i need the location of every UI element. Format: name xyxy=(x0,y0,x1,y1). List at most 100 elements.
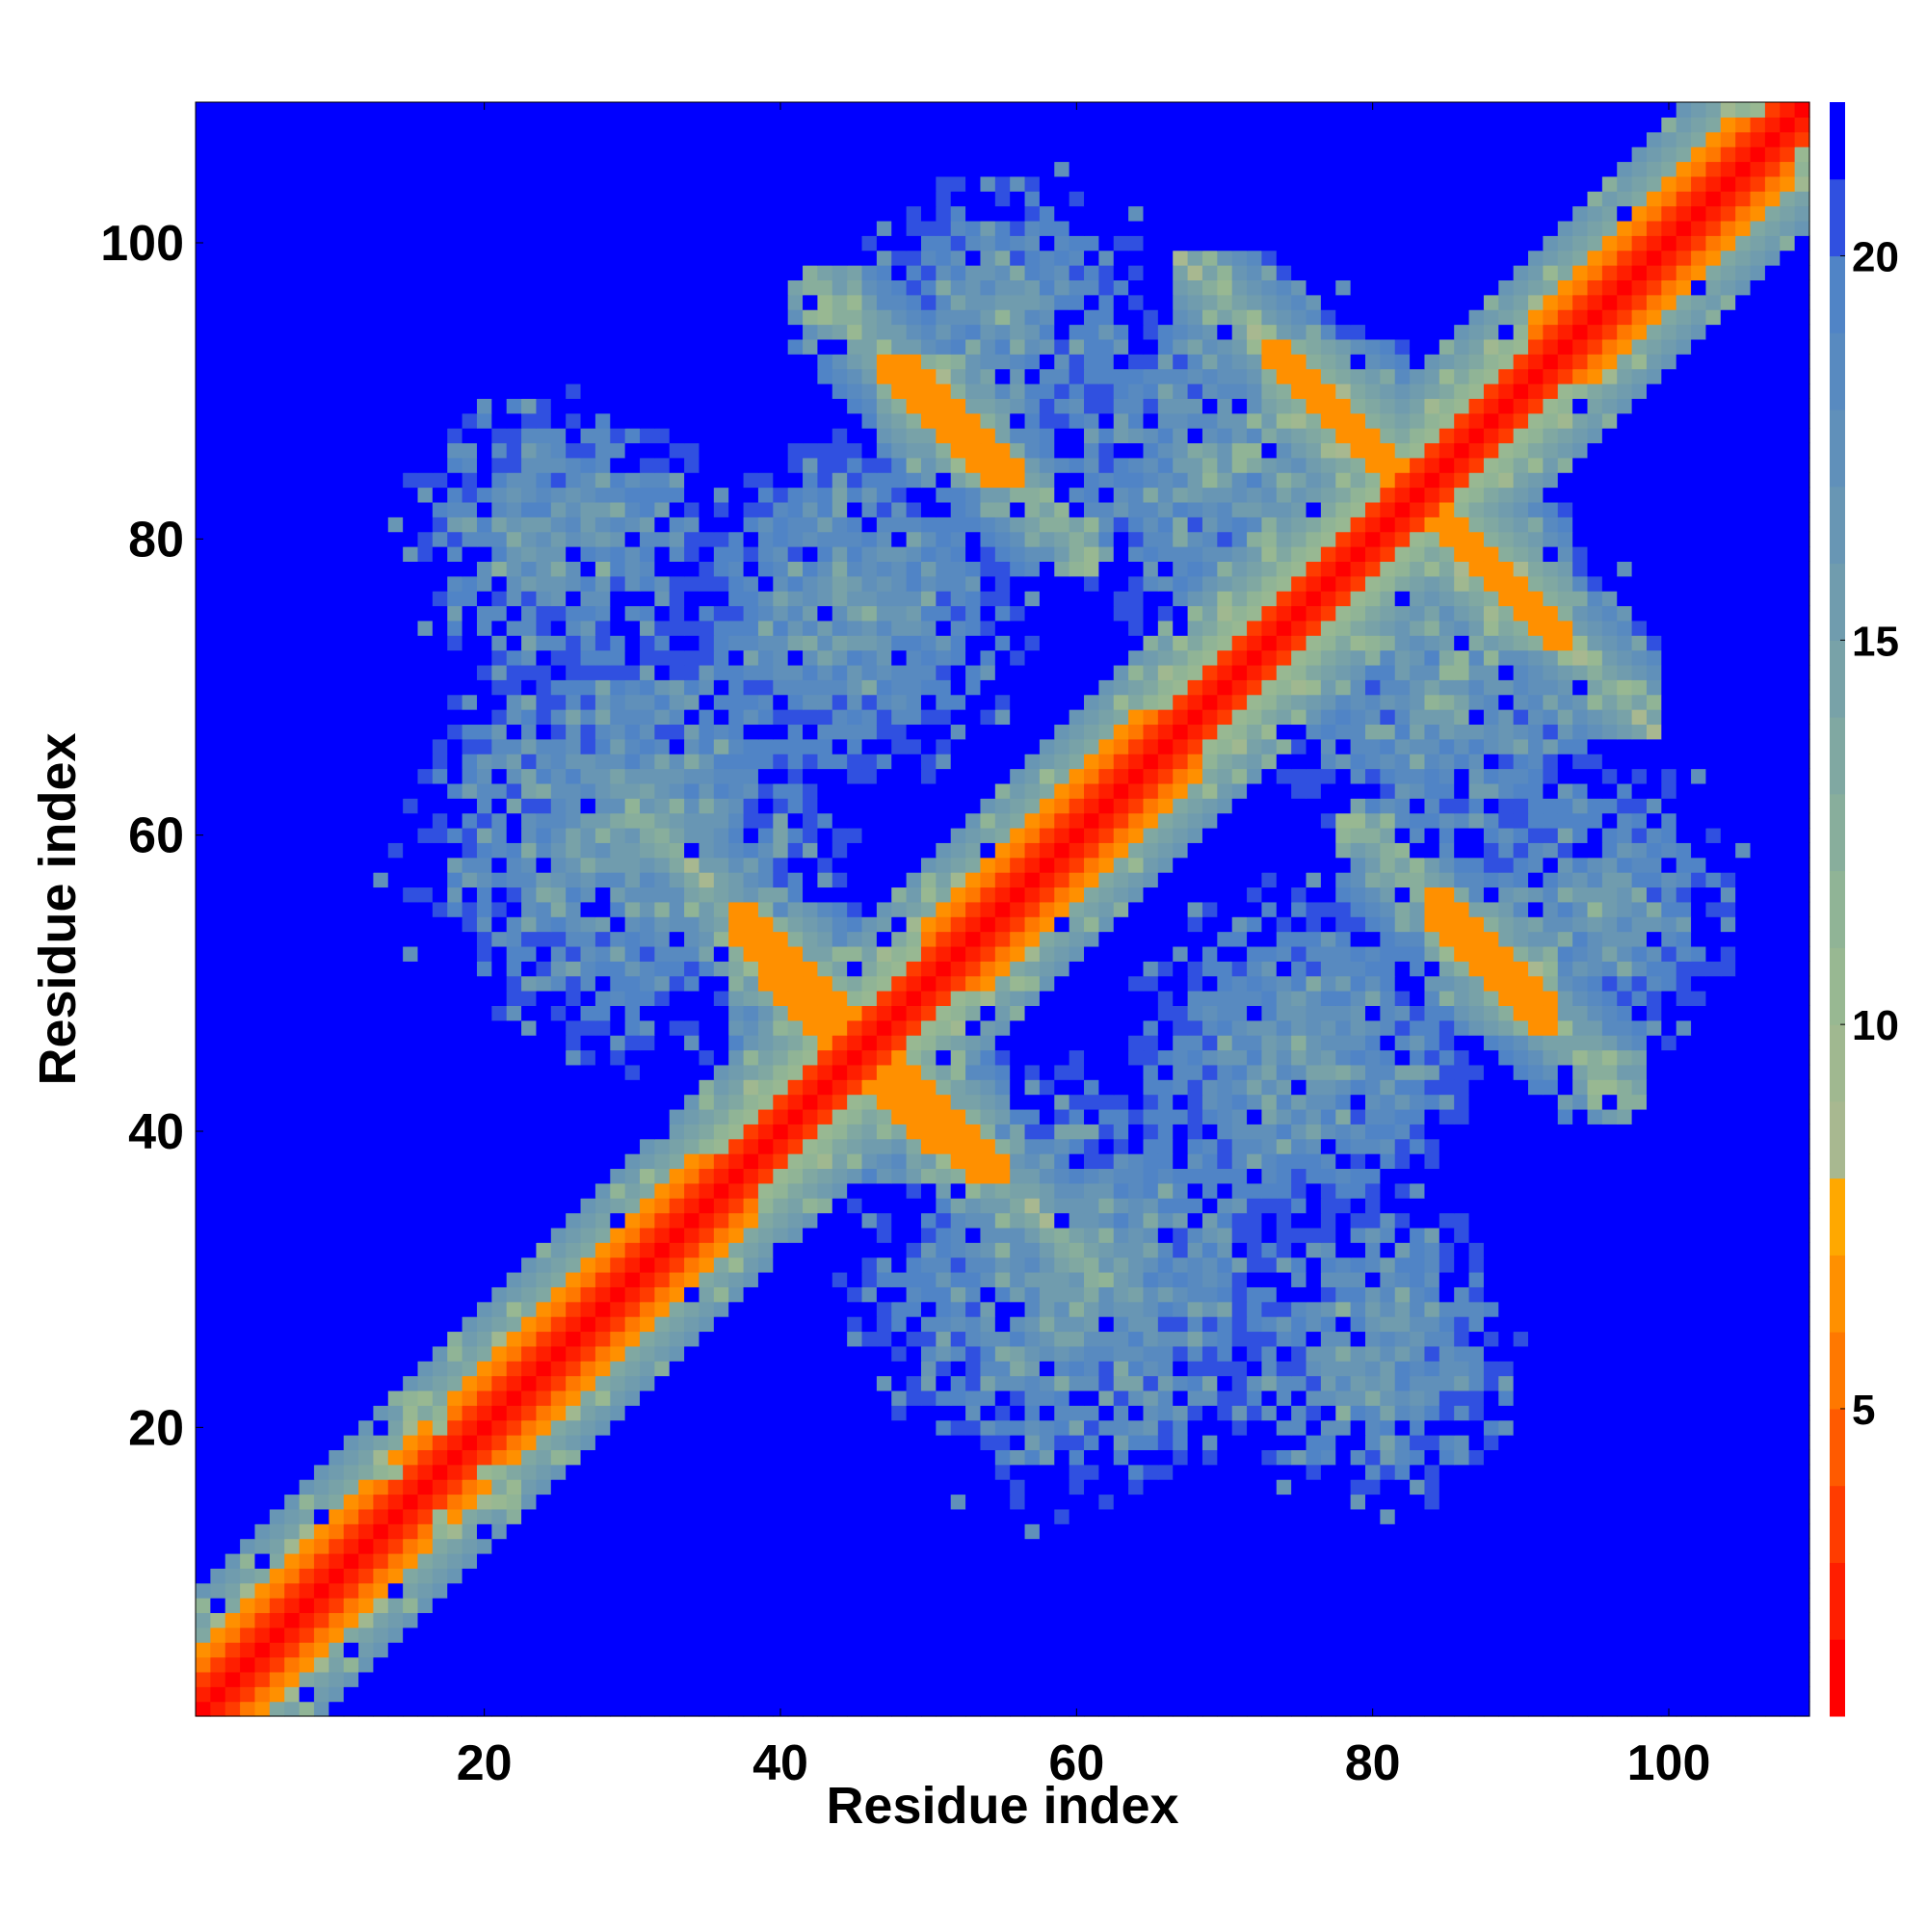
heatmap-cell xyxy=(1394,1094,1411,1110)
heatmap-cell xyxy=(1750,1094,1766,1110)
heatmap-cell xyxy=(1498,1494,1515,1510)
heatmap-cell xyxy=(743,1435,759,1450)
heatmap-cell xyxy=(876,1361,892,1377)
heatmap-cell xyxy=(196,1642,211,1658)
heatmap-cell xyxy=(1528,1508,1544,1524)
heatmap-cell xyxy=(417,1538,434,1554)
heatmap-cell xyxy=(684,1124,700,1140)
heatmap-cell xyxy=(669,1064,685,1080)
heatmap-cell xyxy=(476,1686,492,1703)
heatmap-cell xyxy=(196,1671,211,1687)
heatmap-cell xyxy=(373,1286,389,1303)
heatmap-cell xyxy=(1750,1656,1766,1673)
heatmap-cell xyxy=(1528,1552,1544,1569)
heatmap-cell xyxy=(713,1656,729,1673)
heatmap-cell xyxy=(1217,1227,1233,1243)
heatmap-cell xyxy=(832,1449,848,1466)
heatmap-cell xyxy=(1557,1242,1573,1258)
heatmap-cell xyxy=(1439,1568,1455,1584)
heatmap-cell xyxy=(1705,1552,1722,1569)
heatmap-cell xyxy=(269,1124,285,1140)
heatmap-cell xyxy=(906,1257,922,1273)
heatmap-cell xyxy=(1069,1035,1085,1051)
heatmap-cell xyxy=(1173,1671,1189,1687)
heatmap-cell xyxy=(980,1198,996,1214)
heatmap-cell xyxy=(950,1316,966,1333)
heatmap-cell xyxy=(476,1257,492,1273)
heatmap-cell xyxy=(817,1153,833,1170)
heatmap-cell xyxy=(1128,1035,1145,1051)
heatmap-cell xyxy=(891,1094,908,1110)
heatmap-cell xyxy=(803,1568,819,1584)
heatmap-cell xyxy=(832,1538,848,1554)
heatmap-cell xyxy=(994,1568,1011,1584)
heatmap-cell xyxy=(1646,1582,1662,1599)
heatmap-cell xyxy=(1676,1464,1692,1480)
heatmap-cell xyxy=(994,1479,1011,1495)
heatmap-cell xyxy=(773,1331,789,1347)
heatmap-cell xyxy=(536,1153,552,1170)
heatmap-cell xyxy=(550,1612,567,1628)
heatmap-cell xyxy=(462,1449,478,1466)
heatmap-cell xyxy=(1454,1419,1470,1436)
heatmap-cell xyxy=(506,1035,522,1051)
heatmap-cell xyxy=(817,1035,833,1051)
heatmap-cell xyxy=(640,1182,655,1199)
heatmap-cell xyxy=(1646,1612,1662,1628)
heatmap-cell xyxy=(1335,1494,1352,1510)
heatmap-cell xyxy=(1661,1227,1677,1243)
heatmap-cell xyxy=(1764,1079,1781,1096)
heatmap-cell xyxy=(313,1079,330,1096)
heatmap-cell xyxy=(550,1449,567,1466)
heatmap-cell xyxy=(1601,1227,1618,1243)
heatmap-cell xyxy=(1735,1612,1752,1628)
heatmap-cell xyxy=(1617,1049,1633,1066)
heatmap-cell xyxy=(920,1227,937,1243)
heatmap-cell xyxy=(536,1094,552,1110)
heatmap-cell xyxy=(313,1301,330,1317)
heatmap-cell xyxy=(580,1331,596,1347)
heatmap-cell xyxy=(1750,1124,1766,1140)
heatmap-cell xyxy=(624,1124,641,1140)
heatmap-cell xyxy=(1128,1257,1145,1273)
heatmap-cell xyxy=(284,1331,301,1347)
heatmap-cell xyxy=(1039,1064,1055,1080)
heatmap-cell xyxy=(1364,1598,1381,1614)
heatmap-cell xyxy=(757,1212,774,1229)
heatmap-cell xyxy=(713,1316,729,1333)
heatmap-cell xyxy=(313,1035,330,1051)
heatmap-cell xyxy=(1217,1301,1233,1317)
heatmap-cell xyxy=(757,1686,774,1703)
heatmap-cell xyxy=(906,1035,922,1051)
heatmap-cell xyxy=(210,1345,226,1362)
heatmap-cell xyxy=(743,1168,759,1184)
heatmap-cell xyxy=(1069,1389,1085,1406)
heatmap-cell xyxy=(432,1627,448,1643)
heatmap-cell xyxy=(403,1568,419,1584)
heatmap-cell xyxy=(1157,1464,1174,1480)
heatmap-cell xyxy=(669,1435,685,1450)
heatmap-cell xyxy=(594,1049,611,1066)
heatmap-cell xyxy=(358,1035,375,1051)
heatmap-cell xyxy=(417,1331,434,1347)
heatmap-cell xyxy=(1691,1405,1707,1421)
heatmap-cell xyxy=(196,1552,211,1569)
heatmap-cell xyxy=(1306,1479,1322,1495)
heatmap-cell xyxy=(1173,1419,1189,1436)
heatmap-cell xyxy=(1306,1138,1322,1154)
heatmap-cell xyxy=(1468,1182,1485,1199)
heatmap-cell xyxy=(403,1271,419,1287)
heatmap-cell xyxy=(728,1257,745,1273)
heatmap-cell xyxy=(1424,1656,1440,1673)
heatmap-cell xyxy=(1394,1124,1411,1140)
heatmap-cell xyxy=(773,1435,789,1450)
heatmap-cell xyxy=(1350,1419,1366,1436)
heatmap-cell xyxy=(1098,1361,1115,1377)
heatmap-cell xyxy=(491,1168,508,1184)
heatmap-cell xyxy=(1617,1182,1633,1199)
heatmap-cell xyxy=(757,1257,774,1273)
heatmap-cell xyxy=(936,1198,952,1214)
heatmap-cell xyxy=(254,1568,271,1584)
heatmap-cell xyxy=(803,1138,819,1154)
heatmap-cell xyxy=(1084,1198,1099,1214)
